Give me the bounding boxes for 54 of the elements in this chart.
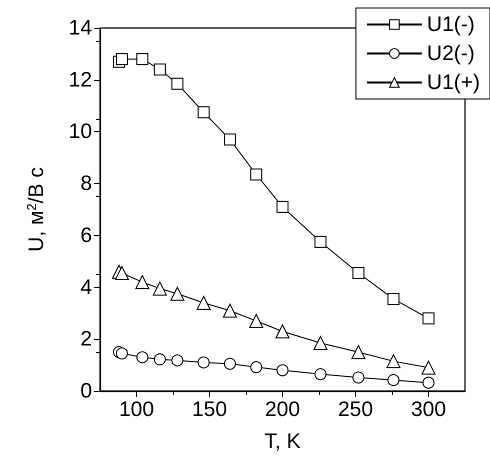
point: [422, 376, 434, 389]
point: [387, 292, 400, 305]
legend-label: U1(-): [426, 13, 475, 36]
point: [136, 351, 148, 364]
point: [250, 168, 262, 180]
y-tick-label: 0: [80, 380, 92, 402]
point: [136, 53, 148, 66]
y-tick-label: 4: [80, 276, 92, 299]
point: [352, 267, 364, 280]
x-tick-label: 250: [338, 398, 374, 421]
x-tick-label: 150: [192, 398, 228, 421]
y-tick-label: 14: [68, 16, 92, 40]
point: [116, 53, 128, 66]
point: [198, 106, 210, 118]
point: [170, 286, 184, 301]
legend-label: U2(-): [426, 42, 475, 65]
x-tick-label: 100: [118, 398, 154, 421]
y-tick-label: 6: [80, 224, 92, 247]
point: [114, 266, 129, 280]
y-tick-label: 8: [80, 172, 92, 196]
point: [314, 236, 326, 248]
x-tick-label: 200: [264, 398, 300, 421]
point: [171, 78, 184, 90]
point: [387, 374, 400, 386]
y-tick-label: 12: [68, 68, 92, 92]
point: [276, 200, 288, 213]
point: [154, 353, 166, 366]
y-tick-label: 2: [80, 328, 92, 351]
point: [276, 364, 288, 376]
point: [386, 354, 400, 368]
point: [154, 63, 166, 76]
x-tick-label: 300: [410, 398, 446, 421]
point: [276, 324, 290, 338]
point: [422, 312, 434, 324]
x-axis-title: T, K: [264, 430, 301, 453]
point: [313, 336, 328, 350]
point: [198, 356, 210, 368]
point: [116, 347, 128, 360]
point: [422, 360, 436, 375]
y-axis-title: U, м2/В с: [24, 167, 48, 252]
point: [224, 133, 236, 146]
point: [152, 282, 167, 296]
point: [250, 361, 262, 374]
point: [351, 345, 366, 360]
point: [196, 296, 211, 310]
point: [135, 275, 150, 290]
point: [249, 314, 264, 328]
point: [171, 354, 184, 366]
y-tick-label: 10: [68, 120, 92, 144]
point: [314, 368, 326, 380]
point: [222, 304, 237, 318]
point: [352, 372, 364, 384]
point: [224, 358, 236, 370]
legend-label: U1(+): [426, 71, 480, 94]
